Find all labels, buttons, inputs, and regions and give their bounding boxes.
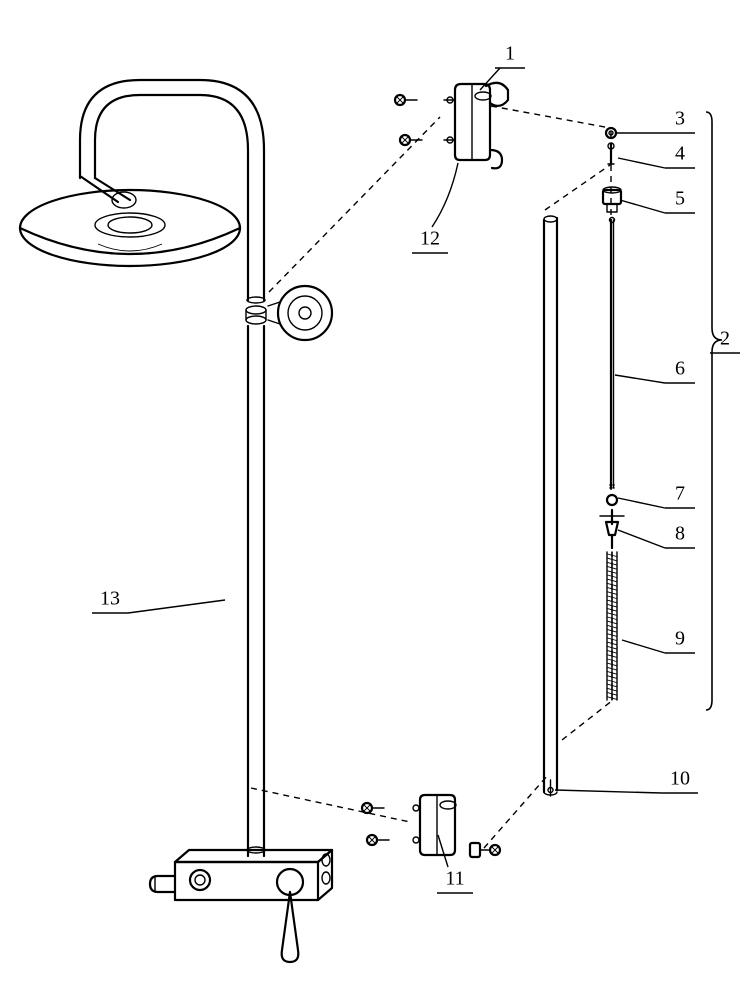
label-1: 1 [505,43,515,65]
label-7: 7 [675,483,685,505]
label-8: 8 [675,523,685,545]
part-7-ball [607,495,617,505]
leaders [128,68,665,867]
label-3: 3 [675,108,685,130]
labels: 12345678910111213 [92,43,740,893]
part-8-hook [600,510,624,548]
part-11-lower-bracket [362,795,500,857]
diagram-canvas: 12345678910111213 [0,0,755,1000]
part-5-cap [603,187,621,212]
brace-2 [706,112,722,710]
label-6: 6 [675,358,685,380]
assembly-dashes [251,106,613,848]
label-13: 13 [100,588,120,610]
part-6-rod [609,218,615,489]
part-4-pin [608,143,614,164]
label-4: 4 [675,143,685,165]
part-1-upper-bracket [395,83,508,169]
label-11: 11 [445,868,464,890]
label-5: 5 [675,188,685,210]
label-2: 2 [720,328,730,350]
label-12: 12 [420,228,440,250]
shower-assembly [20,80,332,962]
label-9: 9 [675,628,685,650]
part-10-tube [544,216,557,796]
part-9-spring [607,552,617,700]
label-10: 10 [670,768,690,790]
